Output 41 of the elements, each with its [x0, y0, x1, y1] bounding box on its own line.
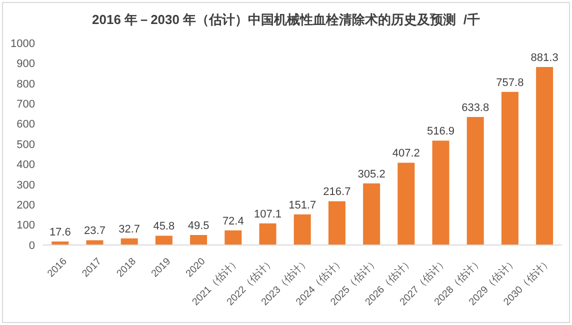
- bar: [328, 201, 346, 245]
- bar: [259, 223, 276, 245]
- data-label: 407.2: [392, 148, 420, 160]
- data-label: 107.1: [254, 208, 282, 220]
- y-tick-label: 1000: [10, 38, 35, 50]
- bar: [120, 238, 138, 245]
- data-label: 17.6: [49, 226, 71, 238]
- data-label: 151.7: [288, 199, 316, 212]
- bar: [224, 230, 242, 245]
- data-label: 305.2: [358, 168, 386, 180]
- y-tick-label: 200: [16, 200, 35, 212]
- y-tick-label: 700: [16, 98, 35, 111]
- data-label: 881.3: [530, 52, 558, 64]
- bar: [86, 240, 104, 245]
- bar: [363, 183, 380, 245]
- bar: [190, 235, 208, 245]
- y-tick-label: 0: [28, 240, 35, 252]
- data-label: 516.9: [426, 126, 455, 138]
- bar: [501, 92, 518, 245]
- bar: [466, 116, 484, 245]
- data-label: 633.8: [462, 102, 490, 114]
- y-tick-label: 500: [16, 138, 35, 151]
- y-tick-label: 100: [16, 220, 35, 232]
- y-tick-label: 400: [16, 159, 35, 172]
- bar: [536, 66, 554, 245]
- y-tick-label: 600: [16, 118, 35, 131]
- bar: [155, 236, 172, 245]
- data-label: 49.5: [188, 220, 210, 232]
- bar: [398, 162, 415, 245]
- bar: [432, 140, 450, 245]
- data-label: 72.4: [222, 215, 244, 228]
- bar: [294, 214, 311, 245]
- data-label: 757.8: [496, 76, 524, 89]
- y-tick-label: 900: [16, 58, 35, 70]
- y-tick-label: 800: [16, 78, 35, 90]
- data-label: 45.8: [153, 220, 175, 233]
- y-tick-label: 300: [16, 179, 35, 192]
- data-label: 32.7: [118, 223, 140, 236]
- data-label: 23.7: [84, 225, 106, 238]
- chart-title: 2016 年－2030 年（估计）中国机械性血栓清除术的历史及预测 /千: [91, 11, 481, 29]
- data-label: 216.7: [323, 186, 351, 198]
